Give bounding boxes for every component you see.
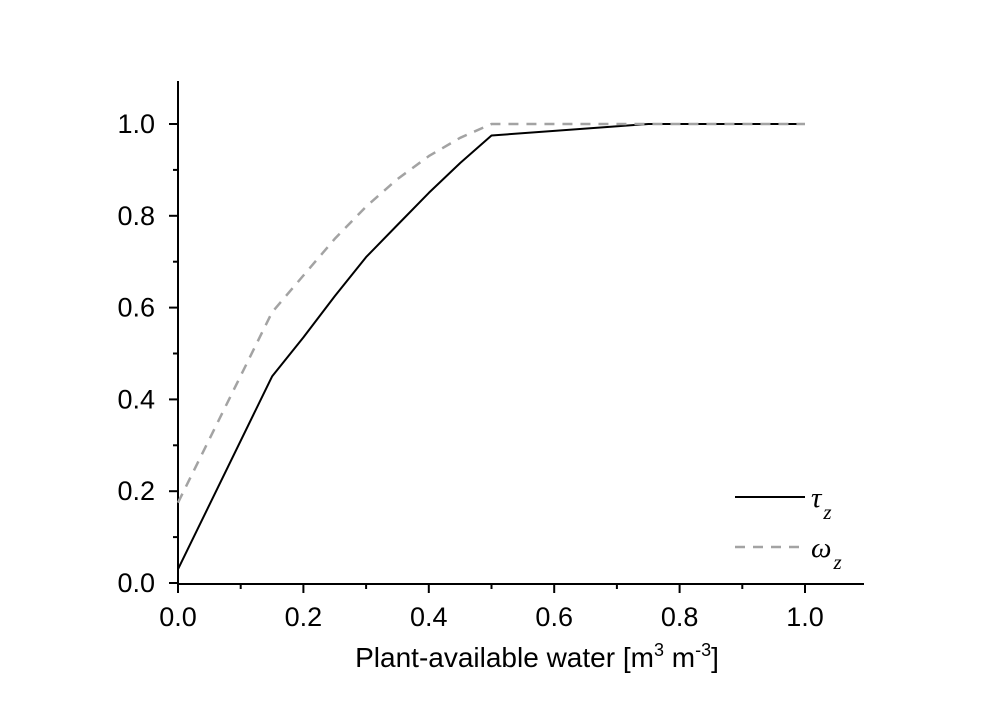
x-tick-label: 0.8 [661, 602, 699, 632]
legend-tau_z-label: τz [811, 482, 832, 524]
y-tick-label: 0.0 [117, 568, 155, 598]
y-axis-ticks: 0.0 0.2 0.4 0.6 0.8 1.0 [117, 109, 178, 598]
y-tick-label: 0.4 [117, 384, 155, 414]
x-axis-title-text: ] [711, 642, 719, 673]
y-tick-label: 1.0 [117, 109, 155, 139]
y-tick-label: 0.8 [117, 201, 155, 231]
x-axis-title-text: Plant-available water [m [355, 642, 654, 673]
x-tick-label: 0.0 [159, 602, 197, 632]
x-axis-title-superscript: -3 [695, 640, 712, 660]
x-tick-label: 1.0 [786, 602, 824, 632]
legend: τz ωz [735, 482, 842, 574]
x-tick-label: 0.2 [285, 602, 323, 632]
axes [177, 81, 864, 585]
x-tick-label: 0.4 [410, 602, 448, 632]
y-tick-label: 0.6 [117, 293, 155, 323]
series-omega_z-line [176, 122, 805, 504]
legend-omega_z-label: ωz [811, 532, 842, 574]
x-axis-title-superscript: 3 [653, 640, 664, 660]
series-lines [176, 122, 805, 570]
x-axis-ticks: 0.0 0.2 0.4 0.6 0.8 1.0 [159, 584, 824, 632]
x-axis-title-text: m [663, 642, 696, 673]
x-tick-label: 0.6 [535, 602, 573, 632]
series-tau_z-line [177, 123, 805, 570]
x-axis-title: Plant-available water [m3 m-3] [355, 640, 719, 674]
y-tick-label: 0.2 [117, 476, 155, 506]
